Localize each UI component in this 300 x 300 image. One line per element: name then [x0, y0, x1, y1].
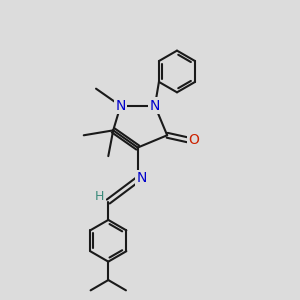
- Text: O: O: [188, 133, 199, 147]
- Text: N: N: [136, 171, 147, 185]
- Text: N: N: [150, 99, 160, 113]
- Text: H: H: [95, 190, 104, 203]
- Text: N: N: [116, 99, 126, 113]
